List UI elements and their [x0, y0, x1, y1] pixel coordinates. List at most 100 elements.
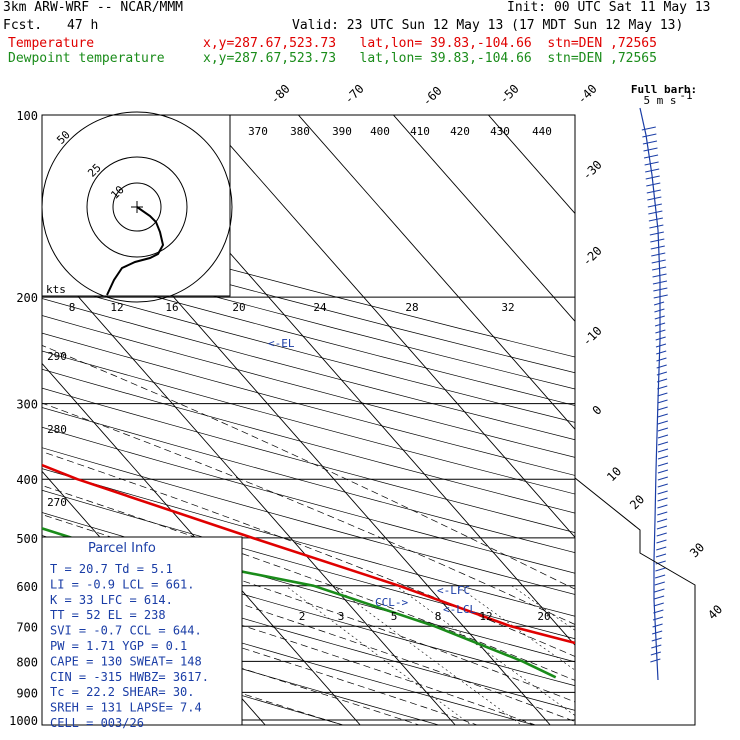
wind-barb: [641, 126, 656, 131]
pressure-label-200: 200: [16, 291, 38, 305]
wind-barb: [654, 322, 666, 327]
hodograph-axis-tick-20: 20: [232, 301, 245, 314]
parcel-info-box: [41, 536, 243, 726]
wind-barb: [655, 553, 667, 558]
dry-adiabat: [42, 315, 575, 458]
pressure-label-100: 100: [16, 109, 38, 123]
isotherm-label--20: -20: [580, 244, 605, 269]
wind-barb: [653, 287, 668, 292]
annotation-0: <-EL: [268, 337, 295, 350]
barb-legend-units: 5 m s: [643, 94, 676, 107]
parcel-info-row: K = 33 LFC = 614.: [50, 593, 173, 607]
annotation-1: <-LFC: [437, 584, 470, 597]
forecast-label: Fcst.: [3, 18, 43, 33]
theta-label-390: 390: [332, 125, 352, 138]
parcel-info-row: Tc = 22.2 SHEAR= 30.: [50, 685, 195, 699]
theta-label-370: 370: [248, 125, 268, 138]
temperature-legend-info: x,y=287.67,523.73 lat,lon= 39.83,-104.66…: [203, 36, 657, 51]
wind-barb: [656, 518, 668, 523]
right-panel-border: [574, 477, 696, 726]
pressure-label-700: 700: [16, 620, 38, 634]
annotation-2: <-LCL: [443, 603, 476, 616]
wind-barb: [657, 490, 668, 495]
wind-barb: [650, 651, 661, 656]
isotherm-label--80: -80: [268, 82, 293, 107]
wind-barb: [651, 637, 662, 642]
wind-barb: [654, 574, 666, 579]
isotherm-line: [42, 362, 361, 725]
pressure-label-600: 600: [16, 580, 38, 594]
wind-barb: [653, 294, 668, 299]
isotherm-label-0: 0: [590, 403, 605, 418]
wind-barb: [649, 231, 664, 236]
wind-barb: [648, 217, 663, 222]
wind-barb: [654, 308, 665, 313]
parcel-info-row: SVI = -0.7 CCL = 644.: [50, 624, 202, 638]
hodograph-kts-label: kts: [46, 283, 66, 296]
wind-barb: [657, 399, 668, 404]
wind-barb: [642, 133, 657, 138]
sounding-traces: [42, 463, 575, 679]
hodograph-axis-tick-32: 32: [501, 301, 514, 314]
wind-barb: [657, 476, 669, 481]
wind-barb: [655, 336, 666, 341]
wind-barb: [644, 161, 659, 166]
wind-barb: [650, 245, 665, 250]
wind-barb: [651, 644, 662, 649]
theta-label-270: 270: [47, 496, 67, 509]
mixing-ratio-line: [456, 585, 575, 671]
wind-barb: [657, 413, 668, 418]
wind-barb: [657, 455, 669, 460]
wind-barb: [652, 616, 664, 621]
valid-time: Valid: 23 UTC Sun 12 May 13 (17 MDT Sun …: [292, 18, 684, 33]
hodograph-ring-50: [41, 111, 233, 303]
wind-barb: [653, 301, 665, 306]
parcel-info-row: TT = 52 EL = 238: [50, 608, 166, 622]
isotherm-label-40: 40: [705, 602, 725, 622]
wind-barb: [652, 623, 663, 628]
moist-adiabat: [42, 630, 344, 725]
theta-label-430: 430: [490, 125, 510, 138]
wind-barb: [645, 175, 660, 180]
dewpoint-legend-label: Dewpoint temperature: [8, 51, 165, 66]
dry-adiabat: [42, 447, 575, 595]
pressure-label-300: 300: [16, 398, 38, 412]
wind-barb: [643, 154, 659, 159]
wind-barb: [649, 224, 664, 229]
dry-adiabat: [42, 298, 575, 441]
annotation-3: CCL->: [375, 596, 408, 609]
dry-adiabat: [42, 281, 575, 423]
wind-barb: [657, 406, 668, 411]
wind-barb: [656, 364, 667, 369]
wind-barb: [647, 196, 662, 201]
theta-label-290: 290: [47, 350, 67, 363]
wind-barb: [657, 497, 668, 502]
wind-barb: [652, 273, 667, 278]
dry-adiabat: [42, 332, 575, 476]
pressure-label-900: 900: [16, 686, 38, 700]
parcel-info-panel: Parcel Info T = 20.7 Td = 5.1LI = -0.9 LC…: [41, 536, 243, 730]
mixing-ratio-label-20: 20: [537, 610, 550, 623]
dry-adiabat: [42, 233, 575, 374]
mixing-ratio-label-3: 3: [338, 610, 345, 623]
hodograph-axis-tick-24: 24: [313, 301, 327, 314]
theta-label-380: 380: [290, 125, 310, 138]
wind-barb: [642, 140, 658, 145]
moist-adiabat: [42, 605, 421, 725]
theta-label-440: 440: [532, 125, 552, 138]
isotherm-label--70: -70: [342, 82, 367, 107]
isotherm-line: [392, 115, 575, 323]
hodograph-ring-10: [112, 182, 162, 232]
isotherm-label--10: -10: [580, 324, 605, 349]
isotherm-label--60: -60: [420, 84, 445, 109]
theta-label-400: 400: [370, 125, 390, 138]
mixing-ratio-line: [395, 585, 575, 716]
forecast-hours: 47 h: [67, 18, 99, 33]
wind-barb: [646, 189, 661, 194]
wind-barb: [646, 182, 661, 187]
isotherm-label-10: 10: [604, 464, 624, 484]
wind-barb: [657, 420, 668, 425]
hodograph-axis-tick-16: 16: [165, 301, 178, 314]
isotherm-line: [202, 115, 575, 538]
